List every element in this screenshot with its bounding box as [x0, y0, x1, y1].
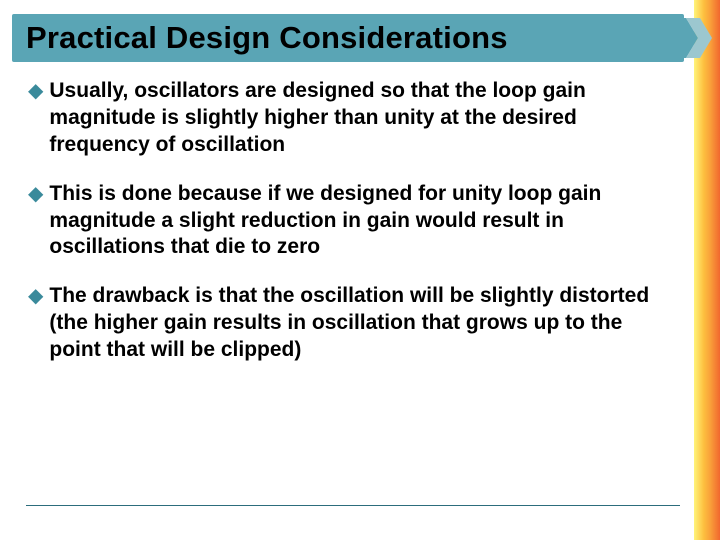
title-band: Practical Design Considerations [12, 14, 684, 62]
bullet-item: ◆ The drawback is that the oscillation w… [28, 283, 676, 364]
diamond-bullet-icon: ◆ [28, 78, 43, 104]
side-gradient-bar [694, 0, 720, 540]
slide-title: Practical Design Considerations [26, 20, 508, 56]
bullet-text: Usually, oscillators are designed so tha… [49, 78, 676, 159]
diamond-bullet-icon: ◆ [28, 283, 43, 309]
bullet-item: ◆ Usually, oscillators are designed so t… [28, 78, 676, 159]
bullet-text: This is done because if we designed for … [49, 181, 676, 262]
footer-divider [26, 505, 680, 506]
bullet-text: The drawback is that the oscillation wil… [49, 283, 676, 364]
diamond-bullet-icon: ◆ [28, 181, 43, 207]
content-area: ◆ Usually, oscillators are designed so t… [28, 78, 676, 386]
bullet-item: ◆ This is done because if we designed fo… [28, 181, 676, 262]
